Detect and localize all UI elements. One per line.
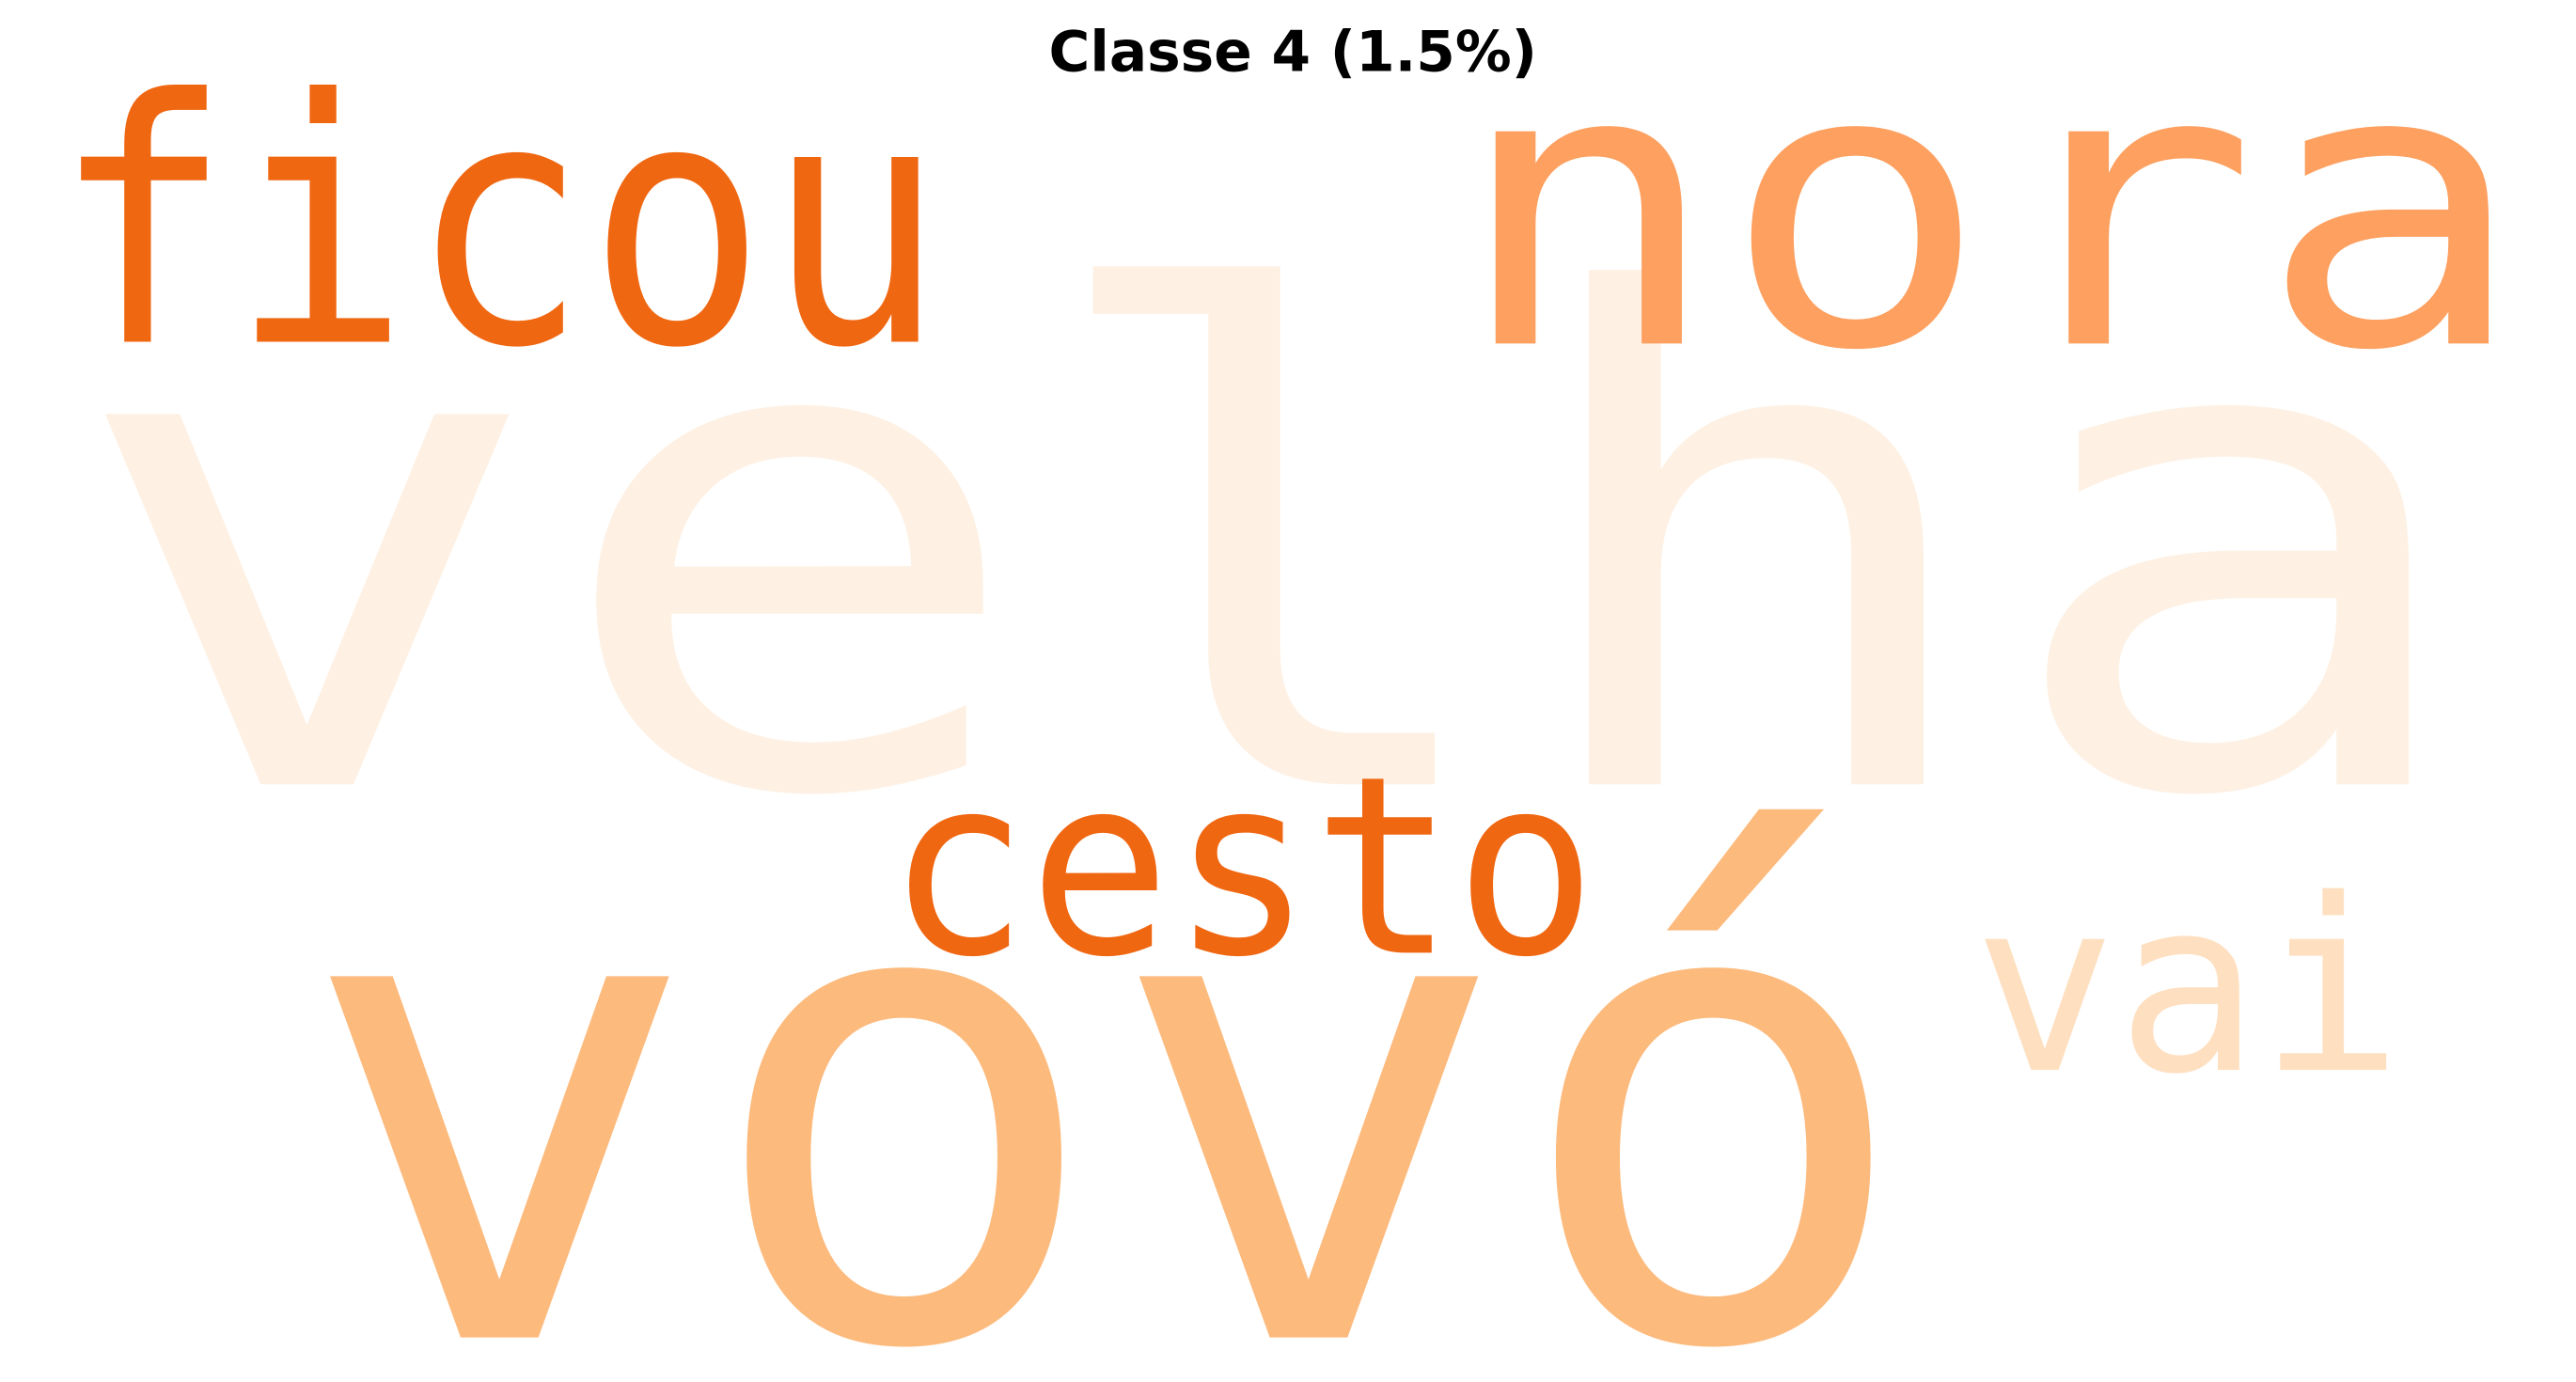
cloud-word-nora: nora	[1453, 0, 2527, 435]
cloud-word-ficou: ficou	[53, 28, 944, 422]
cloud-word-vai: vai	[1973, 849, 2403, 1127]
cloud-word-vovó: vovó	[297, 725, 1915, 1382]
cloud-word-cesto: cesto	[887, 723, 1596, 1012]
chart-title: Classe 4 (1.5%)	[1049, 21, 1537, 86]
cloud-word-velha: velha	[66, 156, 2476, 944]
